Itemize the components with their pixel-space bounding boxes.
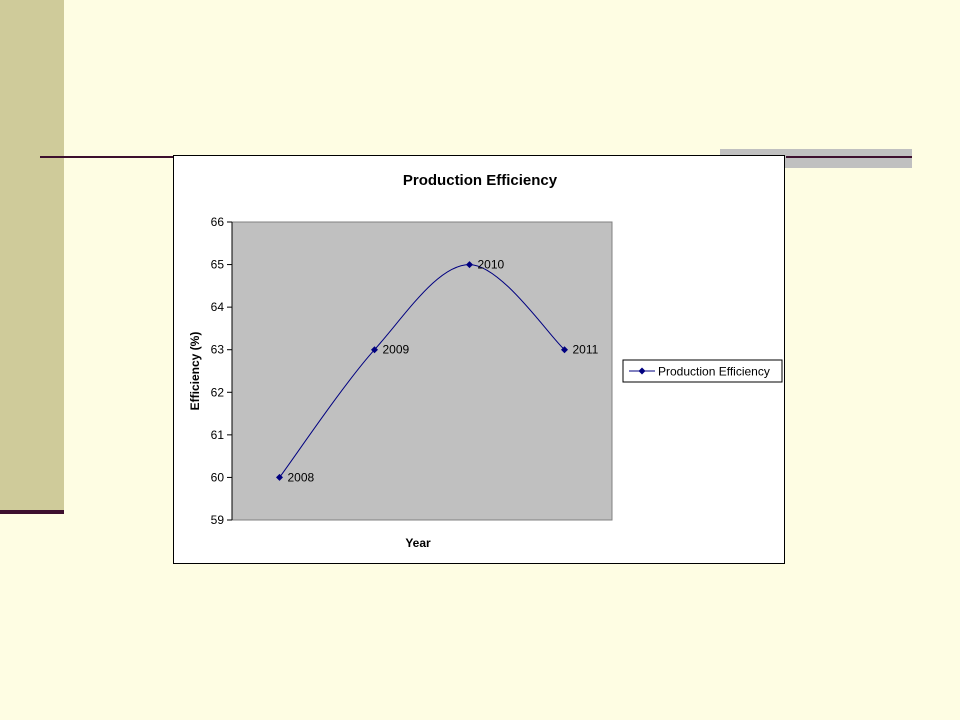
y-tick-label: 64 (211, 300, 225, 314)
legend-box (622, 359, 783, 383)
y-tick-label: 63 (211, 343, 225, 357)
legend-marker-swatch (638, 367, 646, 375)
plot-area (231, 221, 613, 521)
chart-container: Production Efficiency 59 60 61 62 63 64 65 66 2… (173, 155, 785, 564)
y-tick-label: 65 (211, 258, 225, 272)
y-tick-label: 61 (211, 428, 225, 442)
header-rule-left (40, 156, 174, 158)
y-tick-label: 62 (211, 385, 225, 399)
data-label: 2010 (478, 258, 505, 272)
series-group: 2008 2009 2010 2011 (276, 258, 599, 484)
data-label: 2008 (288, 470, 315, 484)
chart-svg: Production Efficiency 59 60 61 62 63 64 65 66 2… (188, 172, 783, 550)
x-axis-label: Year (405, 536, 431, 550)
data-label: 2009 (383, 343, 410, 357)
y-tick-label: 60 (211, 470, 225, 484)
legend-label: Production Efficiency (658, 365, 770, 379)
data-point-marker (276, 473, 283, 481)
legend: Production Efficiency (622, 359, 783, 383)
y-tick-label: 59 (211, 513, 225, 527)
chart-title: Production Efficiency (403, 172, 558, 189)
data-point-marker (466, 261, 473, 269)
y-axis-ticks: 59 60 61 62 63 64 65 66 (211, 215, 232, 527)
y-tick-label: 66 (211, 215, 225, 229)
data-point-marker (371, 346, 378, 354)
data-label: 2011 (573, 343, 599, 357)
data-point-marker (561, 346, 568, 354)
header-rule-right (786, 156, 912, 158)
series-line (279, 264, 565, 478)
left-bar-accent-line (0, 510, 64, 514)
left-decorative-bar (0, 0, 64, 512)
y-axis-label: Efficiency (%) (188, 332, 202, 411)
